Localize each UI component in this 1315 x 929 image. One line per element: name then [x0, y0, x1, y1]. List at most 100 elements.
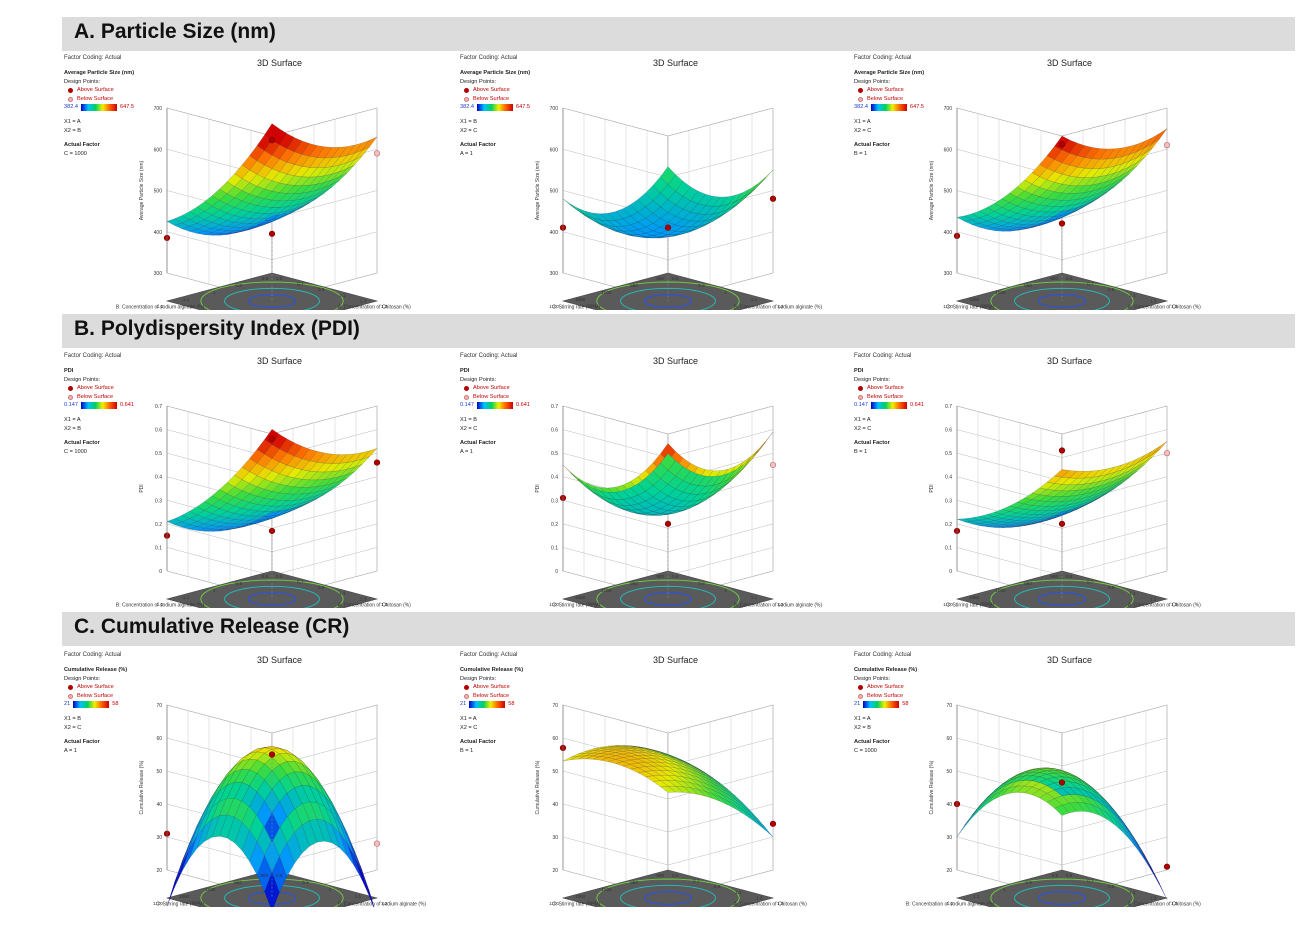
surface-plot-svg: 300 400 500 600 700 Average Particle Size (nm…	[116, 106, 411, 310]
range-min: 0.147	[854, 402, 868, 409]
surface-cell	[1046, 191, 1063, 200]
x-tick-label: 0.7	[1087, 282, 1094, 287]
x-tick-label: 1.1	[751, 297, 758, 302]
legend-below: Below Surface	[460, 692, 555, 701]
x-tick-label: 1.2	[381, 901, 388, 906]
z-tick-label: 0.6	[945, 428, 952, 434]
x-tick-label: 0.8	[672, 276, 679, 281]
x-tick-label: 1.3	[1150, 596, 1157, 601]
surface-cell	[286, 206, 303, 215]
range-max: 0.641	[120, 402, 134, 409]
legend-below: Below Surface	[854, 393, 949, 402]
above-surface-label: Above Surface	[473, 385, 510, 392]
surface-cell	[249, 145, 265, 161]
color-scale-bar	[871, 402, 907, 410]
z-tick-label: 50	[156, 769, 162, 775]
z-axis-label: Cumulative Release (%)	[929, 760, 935, 814]
range-min: 382.4	[854, 104, 868, 111]
y-tick-label: 900	[656, 873, 664, 878]
below-surface-label: Below Surface	[473, 95, 510, 102]
surface-cell	[354, 856, 370, 897]
surface-cell	[1061, 477, 1078, 485]
surface-cell	[622, 745, 639, 747]
z-tick-label: 0.5	[945, 451, 952, 457]
z-tick-label: 700	[944, 106, 953, 112]
surface-cell	[256, 763, 273, 781]
surface-cell	[1031, 789, 1048, 799]
surface-plot-panel: Factor Coding: Actual 3D Surface Cumulativ…	[852, 652, 1252, 907]
surface-cell	[660, 166, 676, 185]
surface-cell	[720, 469, 736, 484]
z-axis-label: Cumulative Release (%)	[139, 760, 145, 814]
x-tick-label: 1.1	[751, 595, 758, 600]
design-point	[268, 435, 276, 442]
design-point	[1058, 141, 1066, 148]
z-axis: 300 400 500 600 700 Average Particle Size (nm…	[535, 106, 564, 277]
above-surface-label: Above Surface	[867, 87, 904, 94]
wall-gridline	[562, 803, 774, 833]
color-range: 0.147 0.641	[854, 401, 949, 410]
x2-assignment: X2 = C	[460, 724, 478, 731]
legend-below: Below Surface	[64, 393, 159, 402]
z-axis-label: Average Particle Size (nm)	[929, 160, 935, 220]
z-tick-label: 30	[946, 835, 952, 841]
x-tick-label: 0.5	[1066, 873, 1073, 878]
color-range: 382.4 647.5	[854, 103, 949, 112]
design-points	[163, 435, 381, 599]
wall-gridline	[166, 704, 378, 734]
z-tick-label: 0.6	[551, 428, 558, 434]
legend-above: Above Surface	[854, 384, 949, 393]
design-points-label: Design Points:	[854, 675, 891, 682]
left-back-wall	[562, 704, 669, 899]
x-tick-label: 1	[329, 887, 332, 892]
surface-cell	[720, 787, 736, 800]
y-tick-label: 1100	[153, 901, 163, 906]
surface-cell	[652, 501, 669, 509]
surface-cell	[301, 189, 318, 200]
contour-line	[200, 281, 344, 310]
x-tick-label: 0.9	[714, 884, 721, 889]
surface-cell	[994, 778, 1010, 791]
y-axis-label: C: Stirring rate (RPM)	[552, 304, 600, 310]
x-tick-label: 1.1	[1129, 293, 1136, 298]
wall-gridline	[956, 803, 1168, 833]
z-tick-label: 60	[156, 736, 162, 742]
actual-factor-value: A = 1	[460, 150, 473, 157]
design-point	[268, 527, 276, 535]
below-surface-marker-icon	[464, 96, 469, 102]
z-tick-label: 0.3	[945, 498, 952, 504]
x-axis-label: A: Concentration of Chitosan (%)	[1128, 901, 1201, 907]
surface-cell	[1061, 495, 1078, 502]
floor-plane	[165, 570, 379, 608]
y-tick-label: 0.9	[235, 283, 242, 288]
z-tick-label: 0.1	[155, 545, 162, 551]
surface-cell	[667, 754, 684, 762]
actual-factor-heading: Actual Factor	[460, 440, 496, 447]
response-name: PDI	[854, 368, 864, 374]
surface-cell	[727, 792, 744, 806]
x-tick-label: 0.5	[1066, 276, 1073, 281]
x2-assignment: X2 = C	[64, 724, 82, 731]
design-points-label: Design Points:	[64, 376, 101, 383]
surface-plot-panel: Factor Coding: Actual 3D Surface PDI Design…	[852, 353, 1252, 608]
surface-cell	[750, 442, 766, 461]
color-range: 21 58	[854, 700, 949, 709]
x1-assignment: X1 = A	[64, 118, 81, 125]
surface-cell	[301, 143, 318, 157]
legend: Cumulative Release (%) Design Points: Abov…	[854, 666, 949, 755]
x-tick-label: 1	[725, 290, 728, 295]
response-surface	[956, 441, 1168, 528]
response-name: PDI	[460, 368, 470, 374]
z-tick-label: 0.5	[155, 451, 162, 457]
surface-cell	[1054, 804, 1070, 816]
surface-cell	[249, 449, 265, 464]
response-surface	[562, 431, 774, 516]
surface-cell	[286, 505, 303, 513]
section-title: C. Cumulative Release (CR)	[74, 615, 350, 638]
z-tick-label: 0.4	[155, 475, 162, 481]
z-tick-label: 600	[154, 147, 163, 153]
y-tick-label: 1	[213, 588, 216, 593]
legend-above: Above Surface	[460, 384, 555, 393]
